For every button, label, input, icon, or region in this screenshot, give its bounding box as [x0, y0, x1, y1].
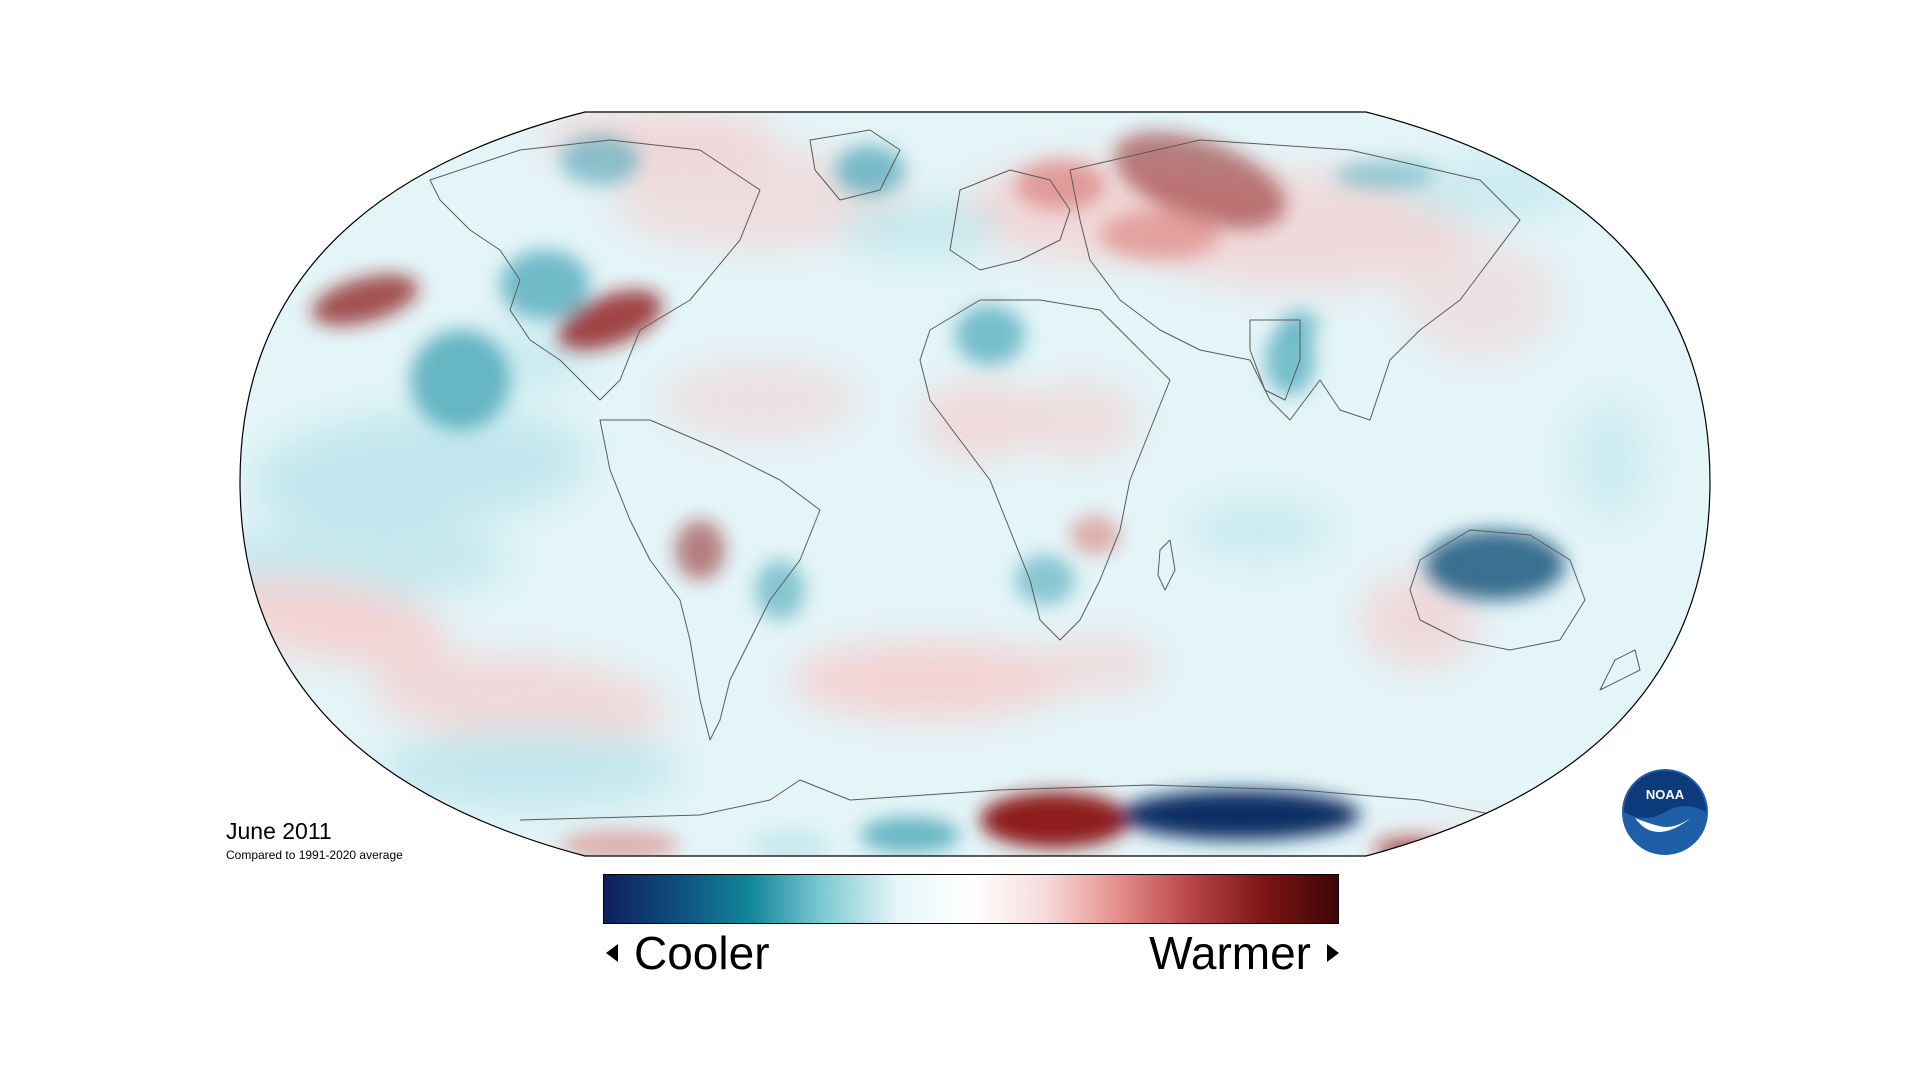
anomaly-patch	[1020, 380, 1140, 460]
coastline	[809, 129, 901, 201]
coastline	[1599, 649, 1641, 691]
anomaly-core	[500, 250, 590, 320]
coastline	[1249, 319, 1301, 401]
anomaly-patch	[370, 653, 670, 747]
anomaly-core	[557, 289, 663, 351]
anomaly-patch	[790, 640, 1070, 720]
anomaly-core	[1070, 515, 1120, 555]
coastline	[599, 419, 821, 741]
anomaly-core	[410, 330, 510, 430]
noaa-logo-text: NOAA	[1646, 787, 1685, 802]
coastline	[429, 139, 761, 401]
anomaly-patch	[1040, 635, 1160, 695]
anomaly-core	[1265, 325, 1315, 395]
anomaly-core	[1100, 210, 1220, 260]
anomaly-patch	[380, 730, 680, 810]
anomaly-core	[750, 830, 830, 856]
legend-warmer-label: Warmer	[1149, 927, 1311, 979]
anomaly-core	[1114, 131, 1286, 229]
legend-cooler: Cooler	[606, 930, 770, 976]
coastline	[949, 169, 1071, 271]
coastline	[1069, 139, 1521, 421]
coastline	[1157, 539, 1176, 591]
anomaly-patch	[1570, 400, 1650, 520]
map-baseline-subtitle: Compared to 1991-2020 average	[226, 848, 403, 862]
noaa-logo-top	[1624, 771, 1706, 818]
arrow-right-icon	[1327, 943, 1339, 962]
coastline	[519, 779, 1601, 841]
coastline	[1409, 529, 1586, 651]
coastline-layer	[429, 129, 1641, 841]
legend-cooler-label: Cooler	[634, 927, 770, 979]
anomaly-patch	[1370, 830, 1650, 856]
anomaly-core	[1425, 530, 1565, 600]
noaa-logo-bird-icon	[1635, 818, 1691, 832]
anomaly-core	[560, 830, 680, 856]
anomaly-core	[835, 145, 905, 195]
anomaly-core	[755, 560, 805, 620]
anomaly-patch	[1400, 240, 1560, 360]
anomaly-patch	[660, 360, 860, 440]
anomaly-core	[675, 520, 725, 580]
anomaly-core	[1015, 555, 1075, 605]
anomaly-core	[311, 274, 419, 326]
anomaly-patch	[610, 150, 910, 250]
globe-outline	[239, 111, 1711, 857]
anomaly-core	[1335, 160, 1435, 190]
anomaly-core	[955, 305, 1025, 365]
legend-warmer: Warmer	[1149, 930, 1339, 976]
globe-field	[240, 112, 1710, 856]
anomaly-layer-sharp	[311, 131, 1565, 856]
anomaly-core	[560, 135, 640, 185]
anomaly-core	[1015, 160, 1105, 210]
coastline	[919, 299, 1171, 641]
map-date-title: June 2011	[226, 818, 332, 844]
anomaly-colorbar	[603, 874, 1339, 924]
anomaly-core	[1120, 790, 1360, 840]
anomaly-patch	[840, 200, 1000, 260]
noaa-logo: NOAA	[1622, 769, 1708, 855]
anomaly-patch	[1190, 500, 1330, 560]
anomaly-patch	[920, 380, 1040, 460]
anomaly-patch	[250, 408, 590, 532]
anomaly-core	[980, 792, 1130, 848]
anomaly-core	[860, 817, 960, 853]
arrow-left-icon	[606, 943, 618, 962]
